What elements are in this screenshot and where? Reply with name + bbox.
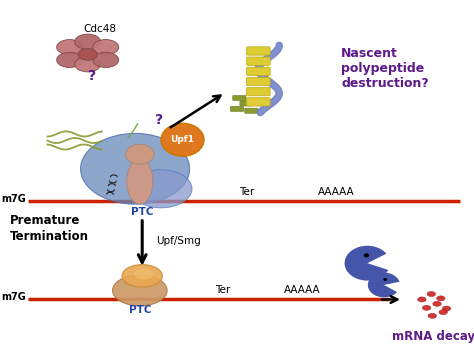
- Ellipse shape: [126, 144, 154, 164]
- Ellipse shape: [78, 49, 97, 60]
- Ellipse shape: [112, 275, 167, 306]
- Ellipse shape: [92, 52, 118, 68]
- Ellipse shape: [437, 296, 445, 301]
- Text: ?: ?: [155, 113, 163, 127]
- FancyBboxPatch shape: [246, 98, 270, 106]
- Text: ?: ?: [88, 69, 97, 83]
- Text: Ter: Ter: [215, 285, 230, 295]
- FancyBboxPatch shape: [246, 77, 270, 86]
- Text: Ter: Ter: [239, 187, 254, 197]
- FancyBboxPatch shape: [240, 101, 253, 106]
- Ellipse shape: [75, 57, 100, 72]
- Text: Premature
Termination: Premature Termination: [9, 214, 89, 243]
- FancyBboxPatch shape: [246, 57, 270, 65]
- FancyBboxPatch shape: [246, 67, 270, 76]
- Text: Cdc48: Cdc48: [83, 24, 116, 34]
- Ellipse shape: [422, 305, 431, 310]
- Text: Nascent
polypeptide
destruction?: Nascent polypeptide destruction?: [341, 47, 429, 90]
- Text: AAAAA: AAAAA: [318, 187, 354, 197]
- Circle shape: [161, 123, 204, 156]
- FancyBboxPatch shape: [246, 87, 270, 96]
- FancyBboxPatch shape: [245, 108, 258, 113]
- Wedge shape: [345, 246, 388, 281]
- Wedge shape: [368, 273, 400, 297]
- FancyBboxPatch shape: [230, 106, 244, 111]
- Text: Upf/Smg: Upf/Smg: [156, 236, 201, 246]
- Ellipse shape: [92, 40, 118, 55]
- Ellipse shape: [439, 310, 447, 315]
- Text: eRF1/3: eRF1/3: [164, 143, 195, 151]
- Ellipse shape: [75, 34, 100, 49]
- Text: m7G: m7G: [1, 193, 26, 204]
- Ellipse shape: [122, 265, 162, 287]
- Ellipse shape: [57, 52, 82, 68]
- Ellipse shape: [418, 297, 426, 302]
- Ellipse shape: [127, 159, 153, 204]
- Ellipse shape: [427, 291, 436, 297]
- Ellipse shape: [134, 269, 153, 280]
- Ellipse shape: [428, 313, 437, 318]
- FancyBboxPatch shape: [233, 95, 246, 101]
- Text: AAAAA: AAAAA: [284, 285, 321, 295]
- Circle shape: [364, 253, 369, 257]
- FancyBboxPatch shape: [246, 47, 270, 55]
- Ellipse shape: [442, 306, 451, 311]
- Text: m7G: m7G: [1, 291, 26, 302]
- Ellipse shape: [130, 170, 192, 208]
- Text: PTC: PTC: [131, 207, 154, 217]
- Text: mRNA decay: mRNA decay: [392, 330, 474, 343]
- Circle shape: [383, 278, 387, 281]
- Text: Upf1: Upf1: [171, 135, 194, 144]
- Ellipse shape: [81, 133, 190, 204]
- Ellipse shape: [57, 40, 82, 55]
- Text: PTC: PTC: [128, 305, 151, 315]
- Ellipse shape: [433, 301, 441, 306]
